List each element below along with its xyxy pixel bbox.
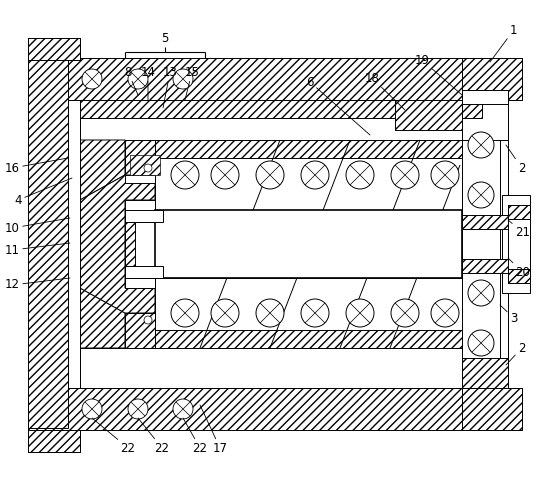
Bar — [155, 140, 462, 210]
Circle shape — [301, 299, 329, 327]
Text: 12: 12 — [5, 278, 70, 291]
Circle shape — [256, 161, 284, 189]
Text: 13: 13 — [163, 65, 177, 108]
Bar — [28, 430, 80, 452]
Bar — [28, 58, 518, 100]
Circle shape — [468, 182, 494, 208]
Bar — [502, 195, 530, 293]
Text: 8: 8 — [124, 65, 138, 95]
Bar — [125, 210, 163, 222]
Bar — [462, 58, 522, 100]
Text: 22: 22 — [138, 418, 169, 454]
Circle shape — [144, 316, 152, 324]
Text: 22: 22 — [183, 418, 207, 454]
Circle shape — [391, 299, 419, 327]
Circle shape — [128, 399, 148, 419]
Circle shape — [173, 69, 193, 89]
Text: 14: 14 — [140, 65, 156, 100]
Bar — [125, 222, 135, 266]
Circle shape — [468, 280, 494, 306]
Bar — [462, 90, 508, 104]
Polygon shape — [125, 140, 155, 175]
Bar — [462, 215, 508, 229]
Text: 21: 21 — [508, 220, 530, 239]
Bar — [462, 388, 522, 430]
Bar — [28, 430, 80, 452]
Bar — [130, 155, 160, 175]
Bar — [68, 100, 80, 388]
Text: 2: 2 — [506, 342, 525, 365]
Bar — [462, 259, 508, 273]
Text: 18: 18 — [365, 72, 405, 110]
Text: 17: 17 — [200, 405, 228, 454]
Bar — [462, 358, 508, 388]
Bar — [28, 38, 80, 60]
Text: 11: 11 — [5, 243, 70, 257]
Bar — [500, 130, 508, 358]
Circle shape — [468, 330, 494, 356]
Circle shape — [171, 161, 199, 189]
Circle shape — [346, 161, 374, 189]
Circle shape — [391, 161, 419, 189]
Circle shape — [82, 399, 102, 419]
Circle shape — [301, 161, 329, 189]
Polygon shape — [80, 288, 125, 348]
Text: 16: 16 — [5, 158, 68, 175]
Bar — [80, 330, 462, 348]
Circle shape — [431, 299, 459, 327]
Bar — [125, 200, 155, 288]
Text: 19: 19 — [414, 54, 462, 95]
Bar — [508, 205, 530, 219]
Bar — [28, 38, 80, 60]
Polygon shape — [80, 140, 125, 200]
Circle shape — [468, 132, 494, 158]
Circle shape — [211, 299, 239, 327]
Text: 2: 2 — [506, 145, 525, 175]
Text: 10: 10 — [5, 218, 70, 235]
Bar — [155, 210, 462, 278]
Text: 4: 4 — [15, 178, 72, 207]
Bar — [462, 100, 508, 388]
Bar — [80, 100, 462, 118]
Circle shape — [82, 69, 102, 89]
Bar — [462, 100, 508, 130]
Polygon shape — [80, 175, 155, 313]
Bar — [155, 140, 462, 158]
Text: 3: 3 — [500, 305, 518, 324]
Bar — [462, 90, 482, 118]
Bar — [508, 205, 530, 283]
Bar — [462, 388, 522, 430]
Circle shape — [256, 299, 284, 327]
Bar — [125, 175, 155, 183]
Circle shape — [171, 299, 199, 327]
Circle shape — [431, 161, 459, 189]
Polygon shape — [125, 313, 155, 348]
Bar — [80, 348, 462, 388]
Text: 5: 5 — [161, 32, 169, 45]
Circle shape — [128, 69, 148, 89]
Bar — [155, 278, 462, 348]
Circle shape — [173, 399, 193, 419]
Bar — [28, 58, 68, 428]
Bar — [80, 100, 462, 140]
Bar — [508, 269, 530, 283]
Bar — [28, 388, 518, 430]
Bar — [462, 58, 522, 100]
Text: 6: 6 — [306, 76, 370, 135]
Text: 22: 22 — [92, 418, 135, 454]
Text: 15: 15 — [185, 65, 199, 100]
Text: 1: 1 — [490, 24, 518, 62]
Circle shape — [346, 299, 374, 327]
Bar — [462, 90, 508, 140]
Bar — [155, 330, 462, 348]
Circle shape — [144, 164, 152, 172]
Bar — [125, 266, 163, 278]
Circle shape — [211, 161, 239, 189]
Bar — [395, 100, 462, 130]
Text: 20: 20 — [508, 258, 530, 278]
